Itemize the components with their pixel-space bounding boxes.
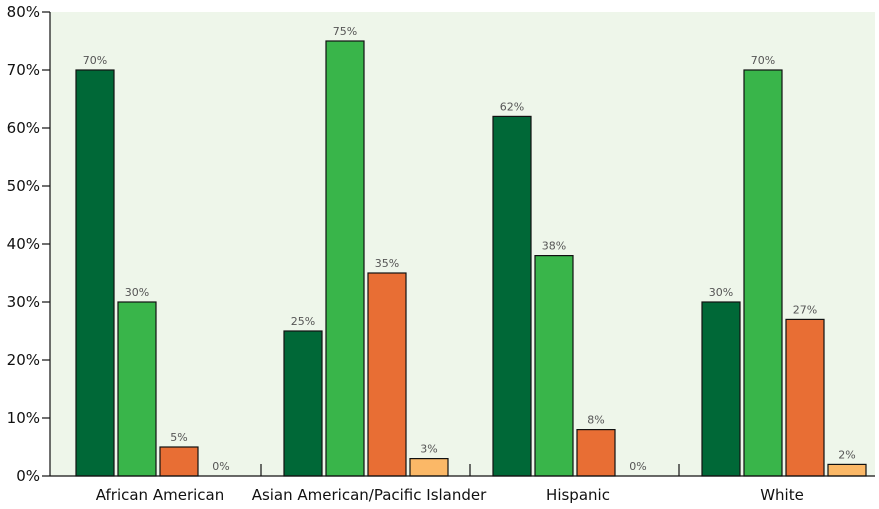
bar-2-1 (534, 255, 574, 477)
x-tick-label-0: African American (96, 486, 224, 504)
bar-1-1 (325, 40, 365, 477)
data-label-0-0: 70% (83, 54, 107, 67)
data-label-1-1: 75% (333, 25, 357, 38)
data-label-2-0: 62% (500, 100, 524, 113)
x-tick-label-1: Asian American/Pacific Islander (252, 486, 487, 504)
bar-0-2 (159, 446, 199, 477)
y-tick-label-6: 60% (7, 119, 40, 137)
data-labels-layer: 70% 30% 5% 0% 25% 75% 35% 3% 62% 38% 8% 0% 30% 70% 27%… (83, 25, 856, 473)
data-label-2-1: 38% (542, 240, 566, 253)
data-label-3-2: 27% (793, 303, 817, 316)
bar-1-3 (409, 458, 449, 477)
y-tick-label-0: 0% (16, 467, 40, 485)
data-label-2-3: 0% (629, 460, 646, 473)
y-tick-label-5: 50% (7, 177, 40, 195)
y-tick-label-2: 20% (7, 351, 40, 369)
bar-3-0 (701, 301, 741, 477)
bars-layer (75, 40, 867, 477)
x-tick-label-2: Hispanic (546, 486, 610, 504)
y-tick-label-1: 10% (7, 409, 40, 427)
bar-2-2 (576, 429, 616, 477)
axes-layer: 0% 10% 20% 30% 40% 50% 60% 70% 80% African Americ… (7, 3, 875, 504)
data-label-3-0: 30% (709, 286, 733, 299)
bar-3-2 (785, 318, 825, 477)
data-label-1-2: 35% (375, 257, 399, 270)
x-tick-label-3: White (760, 486, 804, 504)
data-label-3-3: 2% (838, 448, 855, 461)
data-label-0-1: 30% (125, 286, 149, 299)
y-tick-label-8: 80% (7, 3, 40, 21)
data-label-0-2: 5% (170, 431, 187, 444)
y-tick-label-7: 70% (7, 61, 40, 79)
bar-1-2 (367, 272, 407, 477)
bar-2-0 (492, 115, 532, 477)
bar-0-0 (75, 69, 115, 477)
data-label-2-2: 8% (587, 414, 604, 427)
y-tick-label-3: 30% (7, 293, 40, 311)
data-label-1-0: 25% (291, 315, 315, 328)
y-tick-label-4: 40% (7, 235, 40, 253)
data-label-3-1: 70% (751, 54, 775, 67)
data-label-0-3: 0% (212, 460, 229, 473)
bar-3-1 (743, 69, 783, 477)
data-label-1-3: 3% (420, 443, 437, 456)
bar-1-0 (283, 330, 323, 477)
bar-0-1 (117, 301, 157, 477)
bar-3-3 (827, 463, 867, 477)
